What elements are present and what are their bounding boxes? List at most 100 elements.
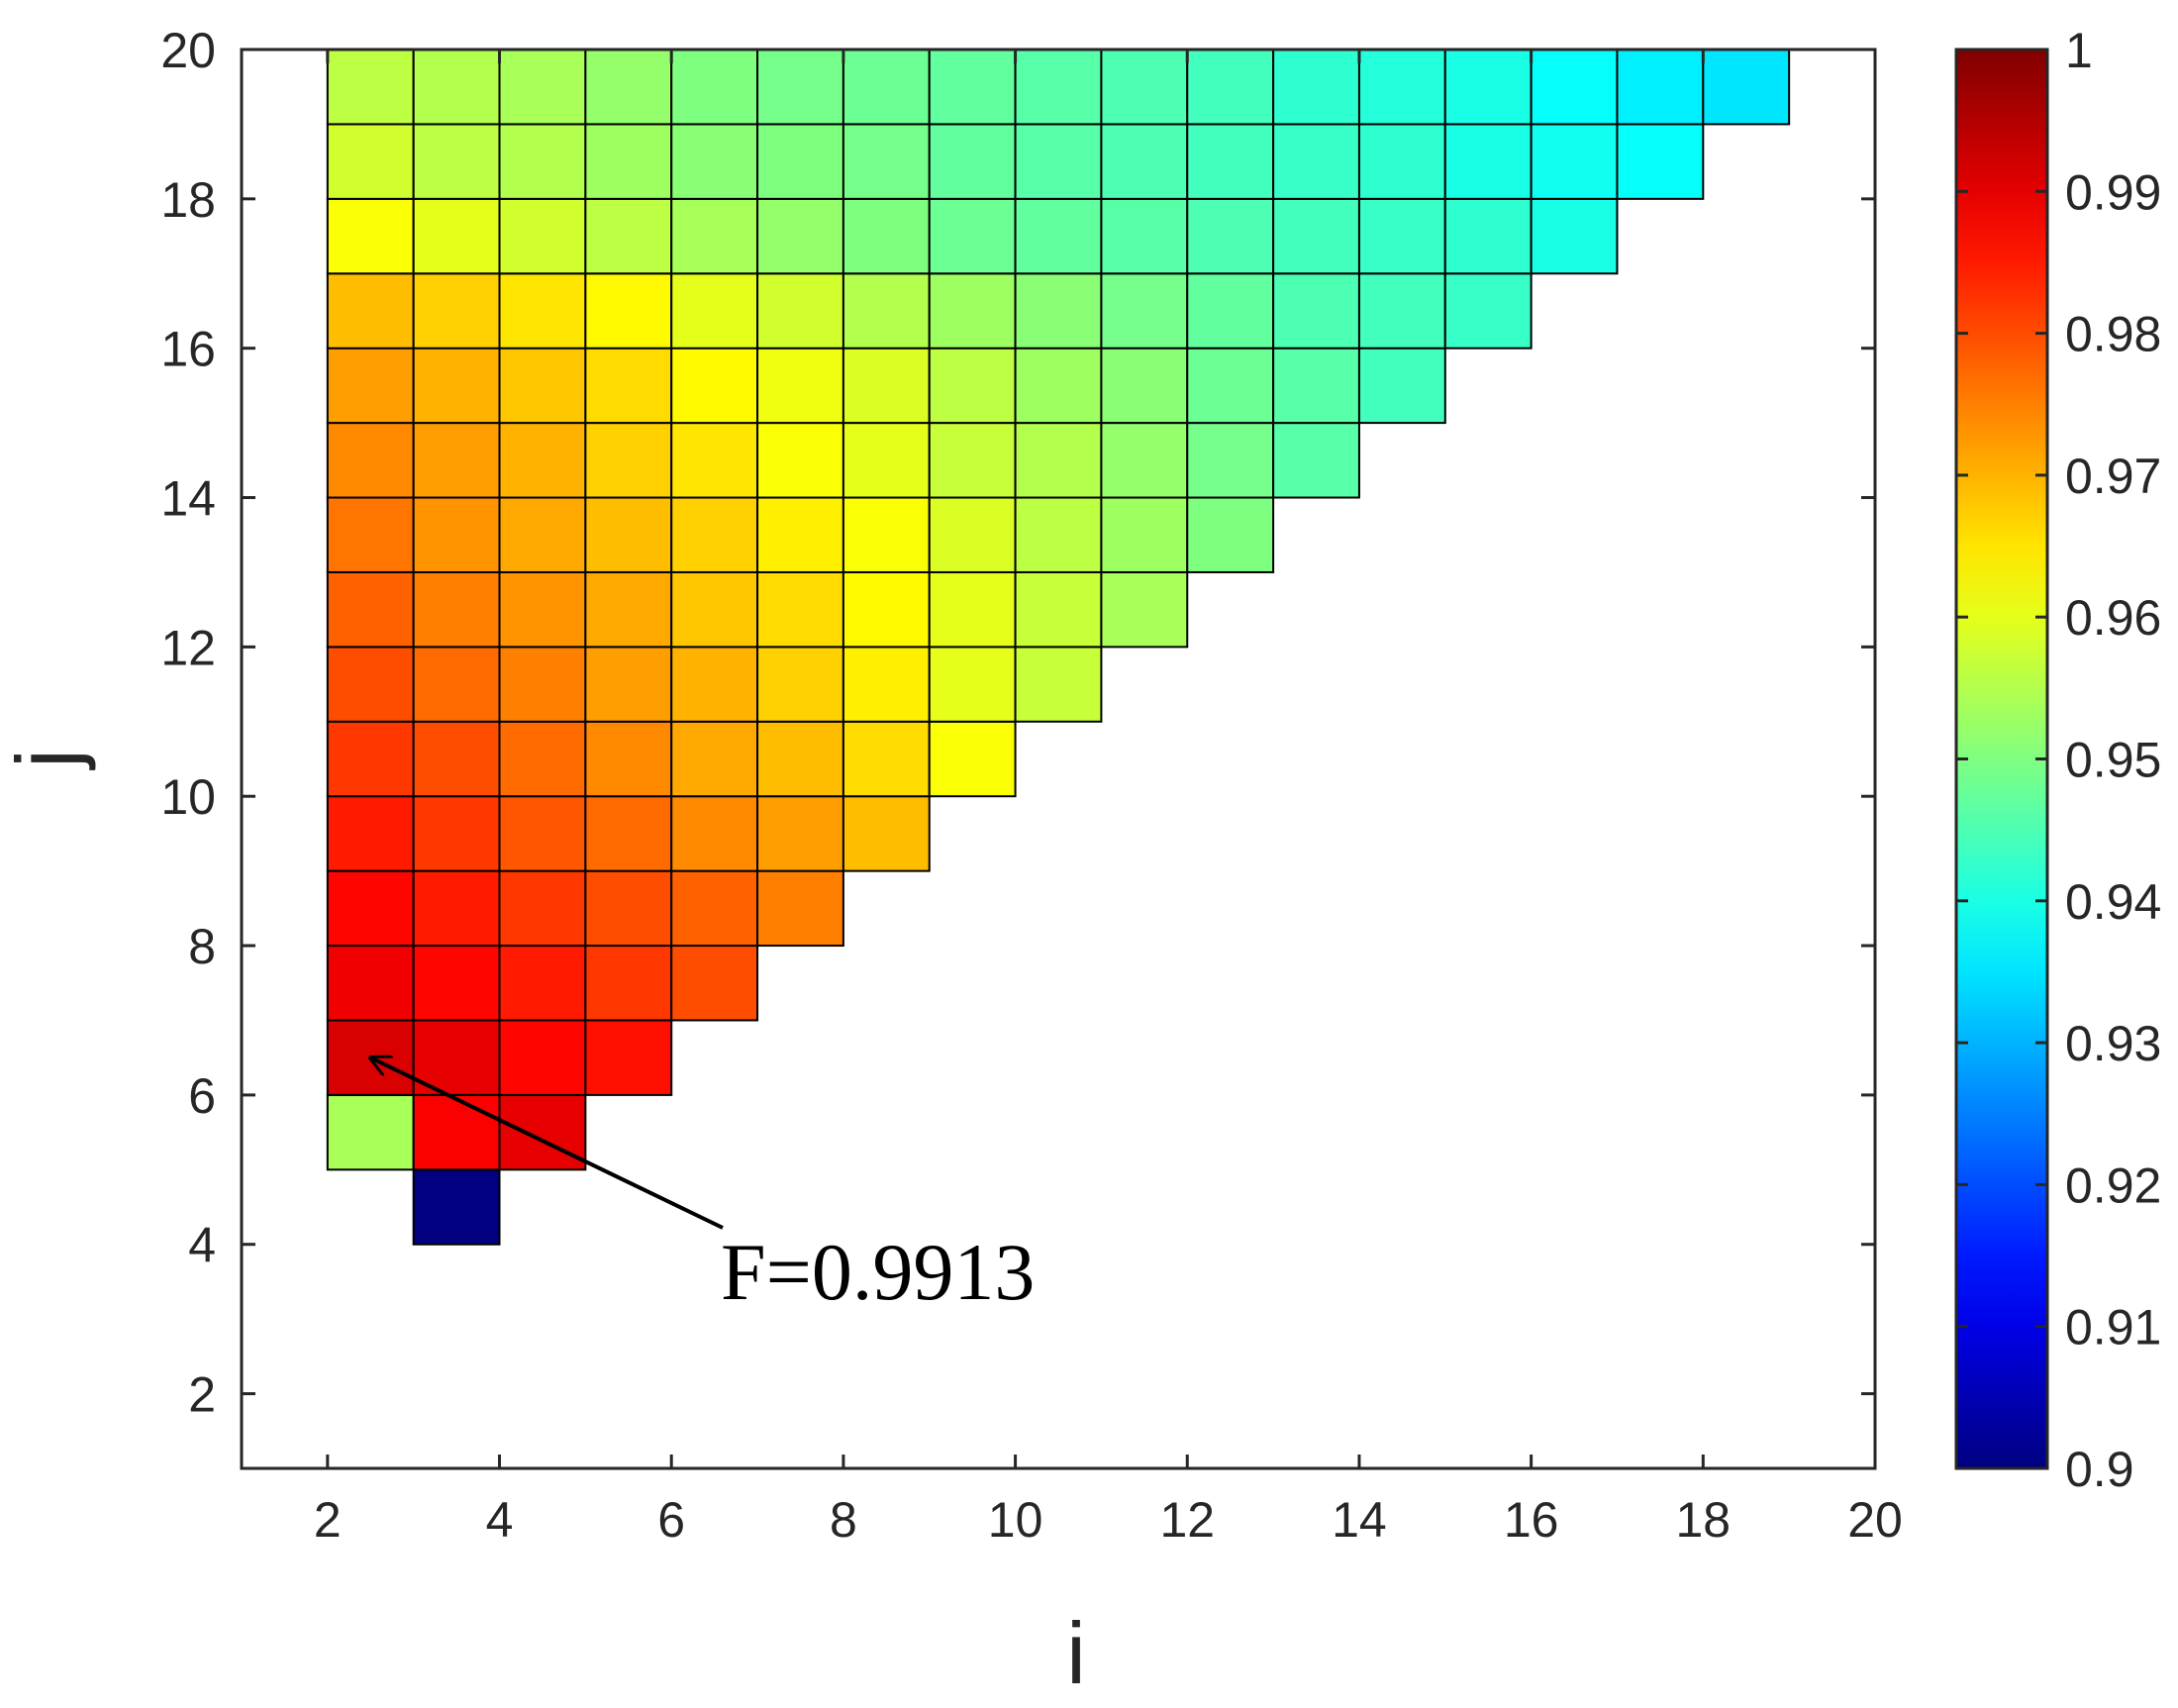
heatmap-cell: [1443, 123, 1533, 200]
heatmap-cell: [584, 945, 673, 1022]
colorbar-tick-label: 0.94: [2065, 874, 2161, 930]
heatmap-cell: [326, 720, 415, 798]
heatmap-cell: [670, 646, 759, 723]
colorbar-tick-label: 0.97: [2065, 449, 2161, 504]
heatmap-cell: [1100, 570, 1189, 649]
x-tick-label: 8: [830, 1492, 857, 1548]
heatmap-cell: [412, 347, 501, 425]
colorbar-tick-label: 1: [2065, 23, 2093, 78]
heatmap-cell: [498, 123, 587, 200]
heatmap-cell: [412, 197, 501, 275]
heatmap-cell: [498, 869, 587, 948]
heatmap-cell: [756, 570, 844, 649]
heatmap-cell: [756, 123, 844, 200]
heatmap-cell: [326, 570, 415, 649]
heatmap-cell: [756, 422, 844, 499]
heatmap-cell: [412, 646, 501, 723]
heatmap-cell: [670, 422, 759, 499]
x-tick-label: 4: [486, 1492, 514, 1548]
heatmap-cell: [756, 272, 844, 350]
heatmap-cell: [326, 1019, 415, 1096]
x-tick-label: 2: [314, 1492, 342, 1548]
colorbar-tick-label: 0.9: [2065, 1442, 2134, 1497]
heatmap-cell: [756, 496, 844, 573]
colorbar-tick-label: 0.99: [2065, 164, 2161, 220]
heatmap-cell: [670, 570, 759, 649]
colorbar-tick-label: 0.95: [2065, 733, 2161, 788]
heatmap-cell: [412, 869, 501, 948]
heatmap-cell: [756, 869, 844, 948]
heatmap-cell: [1186, 496, 1275, 573]
heatmap-cell: [498, 272, 587, 350]
x-axis-label: i: [1066, 1604, 1086, 1702]
heatmap-cell: [1616, 123, 1705, 200]
heatmap-cell: [1272, 49, 1360, 126]
x-tick-label: 6: [657, 1492, 685, 1548]
y-tick-label: 10: [160, 769, 216, 825]
heatmap-cell: [498, 496, 587, 573]
heatmap-cell: [842, 570, 931, 649]
heatmap-cell: [1272, 347, 1360, 425]
heatmap-cell: [1357, 123, 1446, 200]
heatmap-cell: [670, 197, 759, 275]
heatmap-cell: [670, 272, 759, 350]
heatmap-cell: [1443, 49, 1533, 126]
heatmap-cell: [670, 795, 759, 872]
heatmap-cell: [1616, 49, 1705, 126]
heatmap-cell: [412, 1093, 501, 1171]
heatmap-cell: [326, 49, 415, 126]
heatmap-cells: [326, 49, 1791, 1246]
y-tick-label: 18: [160, 172, 216, 228]
heatmap-cell: [842, 795, 931, 872]
heatmap-cell: [1186, 347, 1275, 425]
heatmap-cell: [1014, 272, 1103, 350]
heatmap-cell: [1272, 197, 1360, 275]
heatmap-cell: [1014, 49, 1103, 126]
heatmap-cell: [756, 795, 844, 872]
heatmap-cell: [1100, 496, 1189, 573]
heatmap-cell: [928, 123, 1017, 200]
annotation-text: F=0.9913: [721, 1227, 1035, 1317]
heatmap-cell: [1186, 422, 1275, 499]
heatmap-cell: [412, 570, 501, 649]
y-tick-label: 6: [188, 1068, 216, 1124]
heatmap-cell: [1272, 272, 1360, 350]
heatmap-cell: [842, 49, 931, 126]
x-tick-label: 16: [1504, 1492, 1559, 1548]
heatmap-cell: [412, 795, 501, 872]
heatmap-cell: [412, 945, 501, 1022]
heatmap-cell: [326, 795, 415, 872]
heatmap-cell: [412, 49, 501, 126]
heatmap-cell: [928, 197, 1017, 275]
heatmap-cell: [326, 646, 415, 723]
heatmap-cell: [584, 795, 673, 872]
heatmap-cell: [412, 720, 501, 798]
annotation: F=0.9913: [370, 1057, 1035, 1317]
heatmap-cell: [928, 496, 1017, 573]
heatmap-cell: [498, 720, 587, 798]
heatmap-cell: [670, 347, 759, 425]
heatmap-cell: [584, 570, 673, 649]
heatmap-cell: [584, 123, 673, 200]
heatmap-cell: [1530, 49, 1619, 126]
heatmap-cell: [498, 197, 587, 275]
y-tick-label: 12: [160, 620, 216, 675]
heatmap-cell: [498, 795, 587, 872]
heatmap-cell: [842, 496, 931, 573]
annotation-arrow: [370, 1057, 724, 1230]
heatmap-cell: [584, 422, 673, 499]
heatmap-cell: [498, 1093, 587, 1171]
heatmap-cell: [326, 123, 415, 200]
y-axis-label: j: [0, 749, 96, 771]
heatmap-cell: [584, 197, 673, 275]
heatmap-cell: [498, 1019, 587, 1096]
heatmap-cell: [326, 1093, 415, 1171]
heatmap-cell: [928, 720, 1017, 798]
heatmap-cell: [842, 347, 931, 425]
heatmap-cell: [1014, 496, 1103, 573]
heatmap-cell: [928, 646, 1017, 723]
heatmap-cell: [1100, 347, 1189, 425]
heatmap-cell: [326, 869, 415, 948]
heatmap-cell: [1357, 272, 1446, 350]
